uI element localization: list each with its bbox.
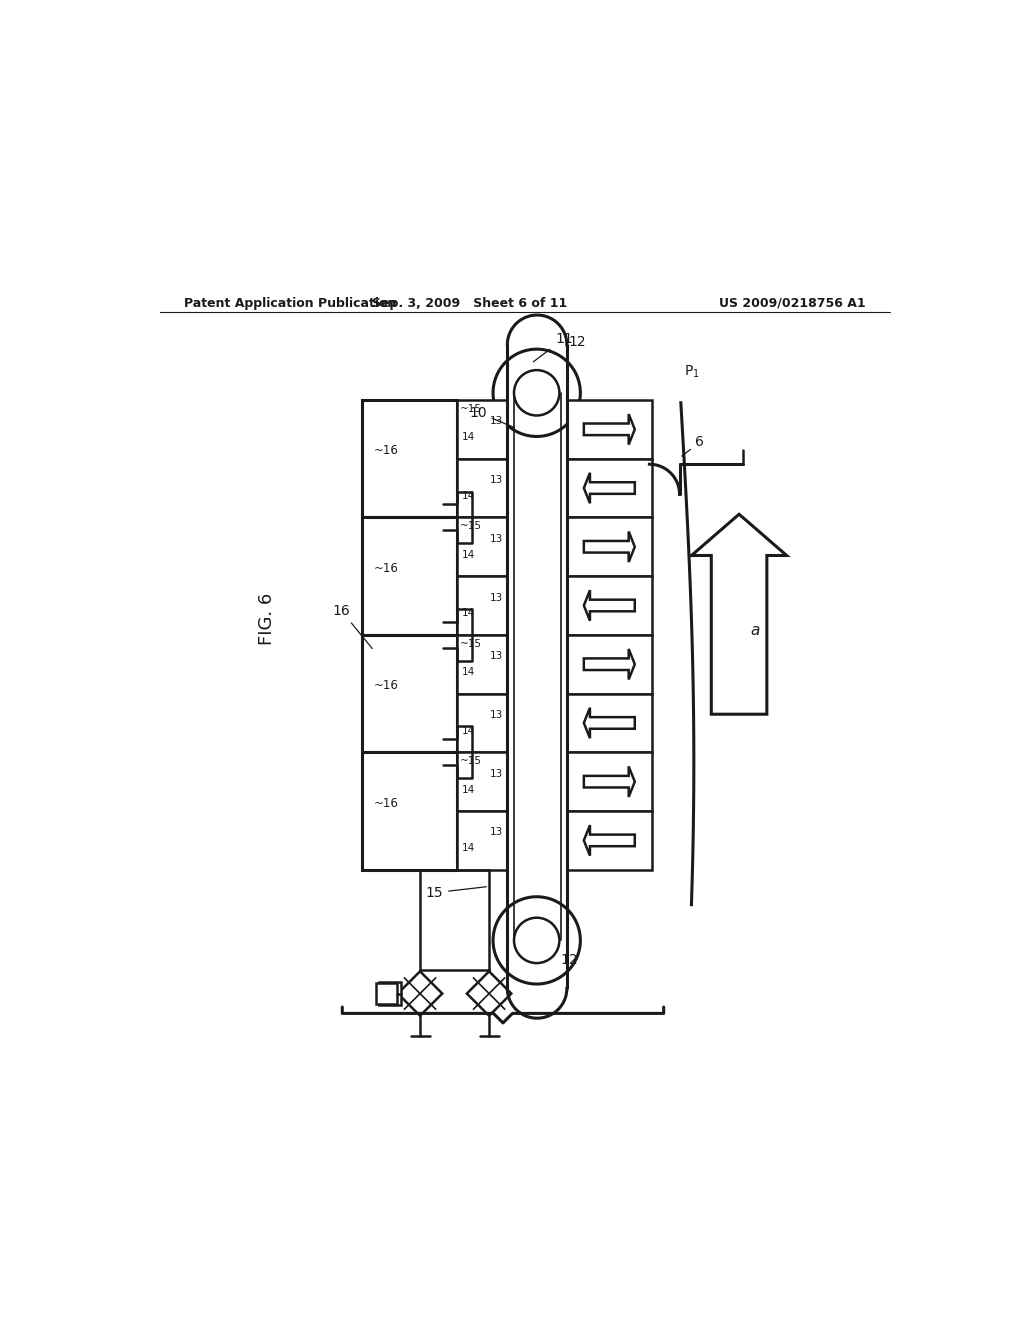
Circle shape bbox=[514, 917, 559, 964]
Polygon shape bbox=[397, 972, 442, 1016]
Bar bbox=[458, 576, 507, 635]
Polygon shape bbox=[584, 825, 635, 855]
Text: 14: 14 bbox=[462, 609, 474, 619]
Bar bbox=[567, 576, 652, 635]
Bar bbox=[377, 983, 397, 1005]
Bar bbox=[458, 693, 507, 752]
Bar bbox=[567, 400, 652, 458]
Text: 14: 14 bbox=[462, 726, 474, 735]
Circle shape bbox=[493, 350, 581, 437]
Text: a: a bbox=[751, 623, 760, 639]
Text: 12: 12 bbox=[568, 335, 586, 350]
Bar bbox=[362, 752, 458, 870]
Bar bbox=[458, 752, 507, 810]
Text: 6: 6 bbox=[682, 436, 705, 457]
Text: ~16: ~16 bbox=[374, 445, 399, 457]
Bar bbox=[458, 458, 507, 517]
Polygon shape bbox=[584, 473, 635, 503]
Polygon shape bbox=[584, 590, 635, 620]
Text: 13: 13 bbox=[489, 651, 503, 661]
Bar bbox=[567, 693, 652, 752]
Text: 13: 13 bbox=[489, 710, 503, 719]
Text: 14: 14 bbox=[462, 784, 474, 795]
Text: ~16: ~16 bbox=[374, 562, 399, 574]
Text: 14: 14 bbox=[462, 667, 474, 677]
Text: 13: 13 bbox=[489, 416, 503, 426]
Bar bbox=[362, 400, 458, 517]
Bar bbox=[458, 635, 507, 693]
Bar bbox=[362, 635, 458, 752]
Text: ~16: ~16 bbox=[374, 680, 399, 692]
Bar bbox=[362, 517, 458, 635]
Polygon shape bbox=[584, 649, 635, 680]
Polygon shape bbox=[467, 972, 511, 1016]
Text: Sep. 3, 2009   Sheet 6 of 11: Sep. 3, 2009 Sheet 6 of 11 bbox=[372, 297, 567, 310]
Text: ~15: ~15 bbox=[460, 404, 481, 414]
Bar bbox=[458, 517, 507, 576]
Text: 13: 13 bbox=[489, 593, 503, 602]
Text: 16: 16 bbox=[333, 605, 373, 648]
Text: ~16: ~16 bbox=[374, 796, 399, 809]
Text: 15: 15 bbox=[426, 886, 486, 900]
Bar bbox=[567, 517, 652, 576]
Text: 14: 14 bbox=[462, 491, 474, 502]
Polygon shape bbox=[584, 767, 635, 797]
Text: 13: 13 bbox=[489, 768, 503, 779]
Text: US 2009/0218756 A1: US 2009/0218756 A1 bbox=[720, 297, 866, 310]
Text: ~15: ~15 bbox=[460, 639, 481, 649]
Bar bbox=[379, 982, 401, 1005]
Text: FIG. 6: FIG. 6 bbox=[258, 593, 275, 645]
Text: ~15: ~15 bbox=[460, 521, 481, 532]
Text: 11: 11 bbox=[534, 331, 572, 362]
Polygon shape bbox=[584, 708, 635, 738]
Text: 14: 14 bbox=[462, 549, 474, 560]
Text: 13: 13 bbox=[489, 828, 503, 837]
Text: 13: 13 bbox=[489, 475, 503, 486]
Bar bbox=[458, 400, 507, 458]
Bar bbox=[567, 458, 652, 517]
Bar bbox=[567, 810, 652, 870]
Text: 12: 12 bbox=[560, 953, 579, 966]
Bar bbox=[567, 752, 652, 810]
Text: Patent Application Publication: Patent Application Publication bbox=[183, 297, 396, 310]
Text: ~15: ~15 bbox=[460, 756, 481, 767]
Bar bbox=[458, 810, 507, 870]
Text: 14: 14 bbox=[462, 843, 474, 853]
Text: P$_1$: P$_1$ bbox=[684, 363, 699, 380]
Circle shape bbox=[514, 370, 559, 416]
Text: 10: 10 bbox=[469, 405, 514, 428]
Polygon shape bbox=[584, 414, 635, 445]
Text: 13: 13 bbox=[489, 533, 503, 544]
Text: 14: 14 bbox=[462, 432, 474, 442]
Polygon shape bbox=[584, 532, 635, 562]
Circle shape bbox=[493, 896, 581, 983]
Bar bbox=[567, 635, 652, 693]
Polygon shape bbox=[691, 515, 786, 714]
